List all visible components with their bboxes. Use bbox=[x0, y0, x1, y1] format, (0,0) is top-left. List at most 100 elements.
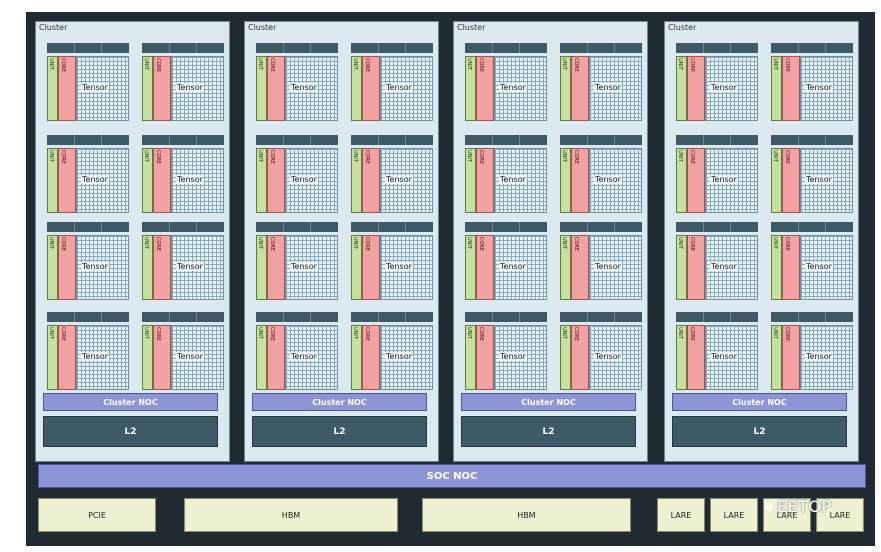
core-block: UNIT CORE Tensor bbox=[676, 312, 758, 390]
tensor-label: Tensor bbox=[499, 175, 527, 184]
core-body: UNIT CORE Tensor bbox=[142, 235, 224, 300]
core-header bbox=[256, 135, 338, 145]
tensor-label: Tensor bbox=[290, 83, 318, 92]
core-header bbox=[465, 43, 547, 53]
core-cache-bar bbox=[687, 56, 705, 121]
core-body: UNIT CORE Tensor bbox=[676, 325, 758, 390]
tensor-label: Tensor bbox=[290, 352, 318, 361]
core-cache-bar bbox=[267, 148, 285, 213]
cluster-title: Cluster bbox=[668, 23, 697, 32]
core-block: UNIT CORE Tensor bbox=[676, 43, 758, 121]
core-label: CORE bbox=[784, 150, 790, 165]
cluster-noc: Cluster NOC bbox=[461, 393, 636, 411]
tensor-grid bbox=[380, 325, 433, 390]
core-cache-bar bbox=[362, 56, 380, 121]
core-body: UNIT CORE Tensor bbox=[676, 56, 758, 121]
core-label: CORE bbox=[155, 327, 161, 342]
core-unit-bar bbox=[47, 235, 58, 300]
core-block: UNIT CORE Tensor bbox=[47, 135, 129, 213]
core-block: UNIT CORE Tensor bbox=[771, 222, 853, 300]
core-cache-bar bbox=[687, 148, 705, 213]
core-label: CORE bbox=[269, 150, 275, 165]
core-block: UNIT CORE Tensor bbox=[351, 43, 433, 121]
core-unit-bar bbox=[771, 148, 782, 213]
core-unit-bar bbox=[142, 148, 153, 213]
unit-label: UNIT bbox=[352, 327, 358, 339]
core-unit-bar bbox=[676, 325, 687, 390]
core-header bbox=[560, 135, 642, 145]
unit-label: UNIT bbox=[257, 327, 263, 339]
tensor-label: Tensor bbox=[499, 83, 527, 92]
unit-label: UNIT bbox=[466, 327, 472, 339]
core-unit-bar bbox=[771, 56, 782, 121]
core-cache-bar bbox=[476, 325, 494, 390]
tensor-label: Tensor bbox=[385, 352, 413, 361]
cluster-title: Cluster bbox=[457, 23, 486, 32]
core-unit-bar bbox=[465, 325, 476, 390]
core-unit-bar bbox=[351, 325, 362, 390]
unit-label: UNIT bbox=[466, 150, 472, 162]
unit-label: UNIT bbox=[772, 58, 778, 70]
core-cache-bar bbox=[267, 235, 285, 300]
tensor-label: Tensor bbox=[176, 175, 204, 184]
core-body: UNIT CORE Tensor bbox=[47, 235, 129, 300]
core-block: UNIT CORE Tensor bbox=[771, 135, 853, 213]
core-cache-bar bbox=[476, 235, 494, 300]
core-unit-bar bbox=[465, 235, 476, 300]
core-cache-bar bbox=[267, 56, 285, 121]
core-cache-bar bbox=[782, 56, 800, 121]
core-body: UNIT CORE Tensor bbox=[771, 325, 853, 390]
core-unit-bar bbox=[351, 235, 362, 300]
io-block-lare-3: LARE bbox=[763, 498, 811, 532]
unit-label: UNIT bbox=[772, 237, 778, 249]
core-header bbox=[47, 43, 129, 53]
l2-cache: L2 bbox=[43, 416, 218, 447]
core-header bbox=[560, 222, 642, 232]
core-body: UNIT CORE Tensor bbox=[351, 325, 433, 390]
tensor-grid bbox=[380, 235, 433, 300]
core-header bbox=[465, 135, 547, 145]
core-label: CORE bbox=[478, 150, 484, 165]
tensor-label: Tensor bbox=[81, 262, 109, 271]
tensor-label: Tensor bbox=[385, 262, 413, 271]
watermark: ❁ EETOP bbox=[764, 497, 832, 516]
core-cache-bar bbox=[571, 235, 589, 300]
core-header bbox=[142, 43, 224, 53]
core-body: UNIT CORE Tensor bbox=[47, 325, 129, 390]
core-header bbox=[142, 222, 224, 232]
core-body: UNIT CORE Tensor bbox=[465, 235, 547, 300]
unit-label: UNIT bbox=[143, 58, 149, 70]
core-label: CORE bbox=[60, 237, 66, 252]
core-block: UNIT CORE Tensor bbox=[771, 43, 853, 121]
unit-label: UNIT bbox=[677, 327, 683, 339]
core-header bbox=[47, 222, 129, 232]
cluster-3: Cluster UNIT CORE Tensor UNIT CORE Tensor UNIT C… bbox=[453, 21, 648, 462]
core-body: UNIT CORE Tensor bbox=[560, 148, 642, 213]
core-block: UNIT CORE Tensor bbox=[142, 135, 224, 213]
core-label: CORE bbox=[573, 150, 579, 165]
core-label: CORE bbox=[364, 58, 370, 73]
core-header bbox=[351, 43, 433, 53]
core-body: UNIT CORE Tensor bbox=[676, 148, 758, 213]
core-block: UNIT CORE Tensor bbox=[560, 312, 642, 390]
core-label: CORE bbox=[155, 58, 161, 73]
tensor-label: Tensor bbox=[176, 352, 204, 361]
core-body: UNIT CORE Tensor bbox=[560, 325, 642, 390]
unit-label: UNIT bbox=[143, 237, 149, 249]
core-label: CORE bbox=[60, 327, 66, 342]
tensor-label: Tensor bbox=[805, 175, 833, 184]
tensor-label: Tensor bbox=[594, 352, 622, 361]
core-block: UNIT CORE Tensor bbox=[465, 312, 547, 390]
core-header bbox=[351, 312, 433, 322]
core-body: UNIT CORE Tensor bbox=[351, 148, 433, 213]
core-body: UNIT CORE Tensor bbox=[560, 56, 642, 121]
core-block: UNIT CORE Tensor bbox=[351, 135, 433, 213]
core-block: UNIT CORE Tensor bbox=[256, 135, 338, 213]
unit-label: UNIT bbox=[677, 58, 683, 70]
watermark-text: EETOP bbox=[777, 497, 832, 516]
core-body: UNIT CORE Tensor bbox=[560, 235, 642, 300]
core-cache-bar bbox=[362, 148, 380, 213]
core-label: CORE bbox=[269, 58, 275, 73]
core-header bbox=[351, 135, 433, 145]
core-label: CORE bbox=[478, 58, 484, 73]
